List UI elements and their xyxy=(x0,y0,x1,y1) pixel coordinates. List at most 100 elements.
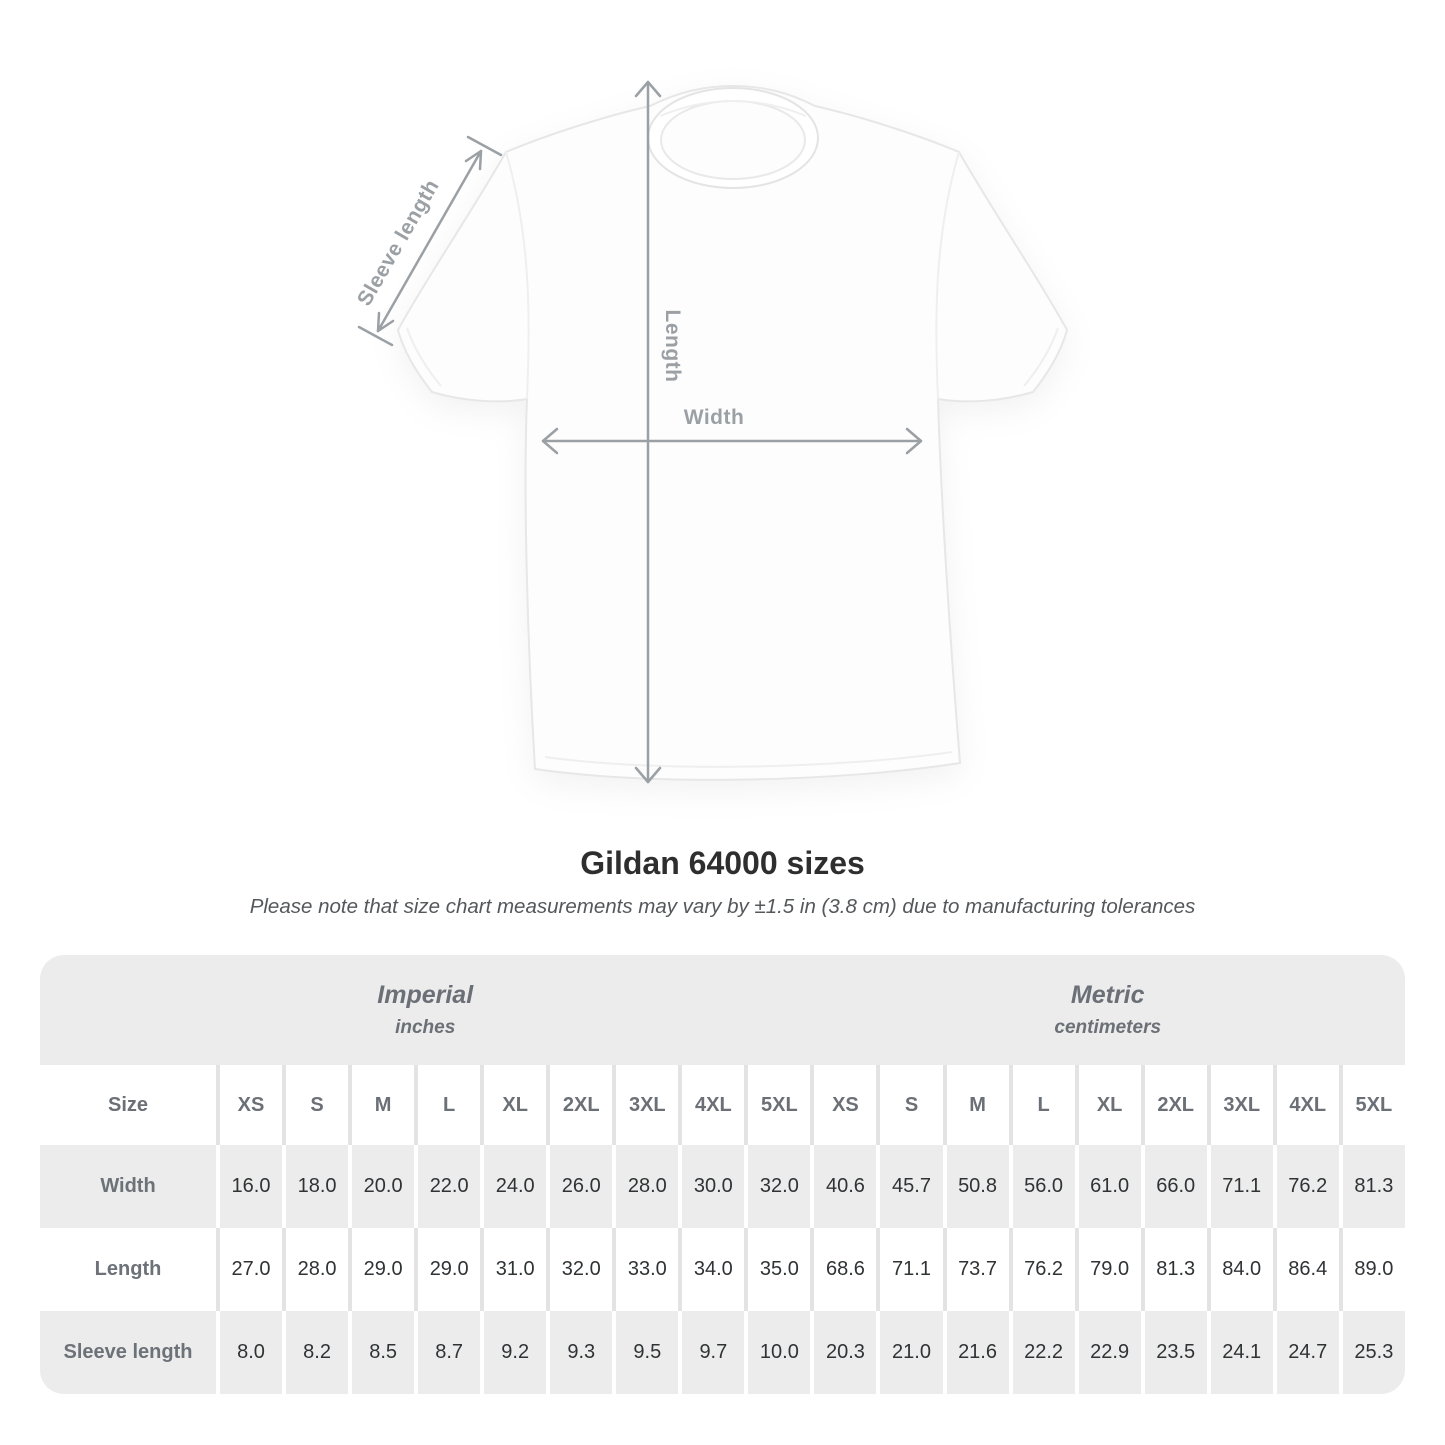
size-cell: 31.0 xyxy=(480,1228,547,1311)
size-cell: 9.3 xyxy=(546,1311,613,1394)
tolerance-note: Please note that size chart measurements… xyxy=(249,895,1196,918)
size-cell: 66.0 xyxy=(1140,1145,1207,1228)
left-armhole-seam xyxy=(505,151,530,400)
size-cell: 35.0 xyxy=(744,1228,811,1311)
size-col-header: 2XL xyxy=(1140,1065,1207,1145)
size-cell: 28.0 xyxy=(282,1228,349,1311)
size-col-header: S xyxy=(876,1065,943,1145)
size-col-header: S xyxy=(282,1065,349,1145)
size-cell: 22.0 xyxy=(414,1145,481,1228)
size-cell: 71.1 xyxy=(876,1228,943,1311)
collar-inner xyxy=(660,100,806,180)
row-label: Width xyxy=(40,1145,216,1228)
size-cell: 32.0 xyxy=(744,1145,811,1228)
metric-group-header: Metric centimeters xyxy=(810,955,1405,1065)
size-cell: 68.6 xyxy=(810,1228,877,1311)
row-label: Sleeve length xyxy=(40,1311,216,1394)
size-cell: 10.0 xyxy=(744,1311,811,1394)
size-table: Imperial inches Metric centimeters Size … xyxy=(40,955,1405,1394)
size-cell: 25.3 xyxy=(1338,1311,1405,1394)
size-col-header: 4XL xyxy=(678,1065,745,1145)
size-cell: 86.4 xyxy=(1272,1228,1339,1311)
size-cell: 9.5 xyxy=(612,1311,679,1394)
size-cell: 71.1 xyxy=(1206,1145,1273,1228)
tshirt-body xyxy=(396,84,1069,781)
page-title: Gildan 64000 sizes xyxy=(580,845,865,881)
size-col-header: XL xyxy=(480,1065,547,1145)
tshirt-illustration xyxy=(396,84,1069,781)
size-cell: 89.0 xyxy=(1338,1228,1405,1311)
size-col-header: XL xyxy=(1074,1065,1141,1145)
size-cell: 22.2 xyxy=(1008,1311,1075,1394)
size-col-header: 3XL xyxy=(1206,1065,1273,1145)
size-cell: 79.0 xyxy=(1074,1228,1141,1311)
size-col-header: 5XL xyxy=(744,1065,811,1145)
size-cell: 81.3 xyxy=(1140,1228,1207,1311)
right-cuff-stitch xyxy=(1023,327,1059,387)
size-cell: 21.6 xyxy=(942,1311,1009,1394)
size-cell: 8.0 xyxy=(216,1311,283,1394)
left-cuff-stitch xyxy=(406,327,442,387)
metric-group-unit: centimeters xyxy=(1054,1016,1162,1038)
size-cell: 81.3 xyxy=(1338,1145,1405,1228)
size-col-header: XS xyxy=(216,1065,283,1145)
size-cell: 24.0 xyxy=(480,1145,547,1228)
size-cell: 20.0 xyxy=(348,1145,415,1228)
size-cell: 28.0 xyxy=(612,1145,679,1228)
imperial-group-unit: inches xyxy=(395,1016,456,1038)
metric-group-title: Metric xyxy=(1070,981,1145,1010)
size-cell: 21.0 xyxy=(876,1311,943,1394)
size-cell: 22.9 xyxy=(1074,1311,1141,1394)
size-col-header: M xyxy=(348,1065,415,1145)
size-cell: 56.0 xyxy=(1008,1145,1075,1228)
hem-stitch xyxy=(544,751,953,768)
size-col-header: 2XL xyxy=(546,1065,613,1145)
size-col-header: 4XL xyxy=(1272,1065,1339,1145)
size-cell: 8.7 xyxy=(414,1311,481,1394)
size-cell: 76.2 xyxy=(1272,1145,1339,1228)
size-header-row: Size XS S M L XL 2XL 3XL 4XL 5XL XS S M … xyxy=(40,1065,1405,1145)
size-cell: 9.7 xyxy=(678,1311,745,1394)
size-col-header: 5XL xyxy=(1338,1065,1405,1145)
length-dimension-arrow xyxy=(634,80,662,784)
width-label: Width xyxy=(684,406,745,429)
length-label: Length xyxy=(661,310,684,383)
size-cell: 16.0 xyxy=(216,1145,283,1228)
size-cell: 20.3 xyxy=(810,1311,877,1394)
size-cell: 8.2 xyxy=(282,1311,349,1394)
size-cell: 45.7 xyxy=(876,1145,943,1228)
size-cell: 24.1 xyxy=(1206,1311,1273,1394)
size-col-header: 3XL xyxy=(612,1065,679,1145)
row-label: Length xyxy=(40,1228,216,1311)
size-cell: 23.5 xyxy=(1140,1311,1207,1394)
table-row-length: Length 27.0 28.0 29.0 29.0 31.0 32.0 33.… xyxy=(40,1228,1405,1311)
size-cell: 84.0 xyxy=(1206,1228,1273,1311)
sleeve-length-dimension-arrow xyxy=(357,135,503,347)
size-cell: 27.0 xyxy=(216,1228,283,1311)
size-cell: 34.0 xyxy=(678,1228,745,1311)
right-armhole-seam xyxy=(935,151,960,400)
size-col-header: L xyxy=(414,1065,481,1145)
width-dimension-arrow xyxy=(541,427,923,455)
size-cell: 26.0 xyxy=(546,1145,613,1228)
size-cell: 32.0 xyxy=(546,1228,613,1311)
size-cell: 40.6 xyxy=(810,1145,877,1228)
size-cell: 29.0 xyxy=(348,1228,415,1311)
size-cell: 76.2 xyxy=(1008,1228,1075,1311)
size-cell: 18.0 xyxy=(282,1145,349,1228)
size-col-header: L xyxy=(1008,1065,1075,1145)
size-cell: 24.7 xyxy=(1272,1311,1339,1394)
size-cell: 61.0 xyxy=(1074,1145,1141,1228)
imperial-group-title: Imperial xyxy=(377,981,474,1010)
size-cell: 33.0 xyxy=(612,1228,679,1311)
size-col-header: XS xyxy=(810,1065,877,1145)
tshirt-figure: Length Width Sleeve length xyxy=(353,80,1069,784)
table-row-sleeve-length: Sleeve length 8.0 8.2 8.5 8.7 9.2 9.3 9.… xyxy=(40,1311,1405,1394)
size-cell: 50.8 xyxy=(942,1145,1009,1228)
collar-stitch xyxy=(659,100,807,117)
size-header-cell: Size xyxy=(40,1065,216,1145)
size-cell: 8.5 xyxy=(348,1311,415,1394)
size-cell: 9.2 xyxy=(480,1311,547,1394)
imperial-group-header: Imperial inches xyxy=(40,955,811,1065)
